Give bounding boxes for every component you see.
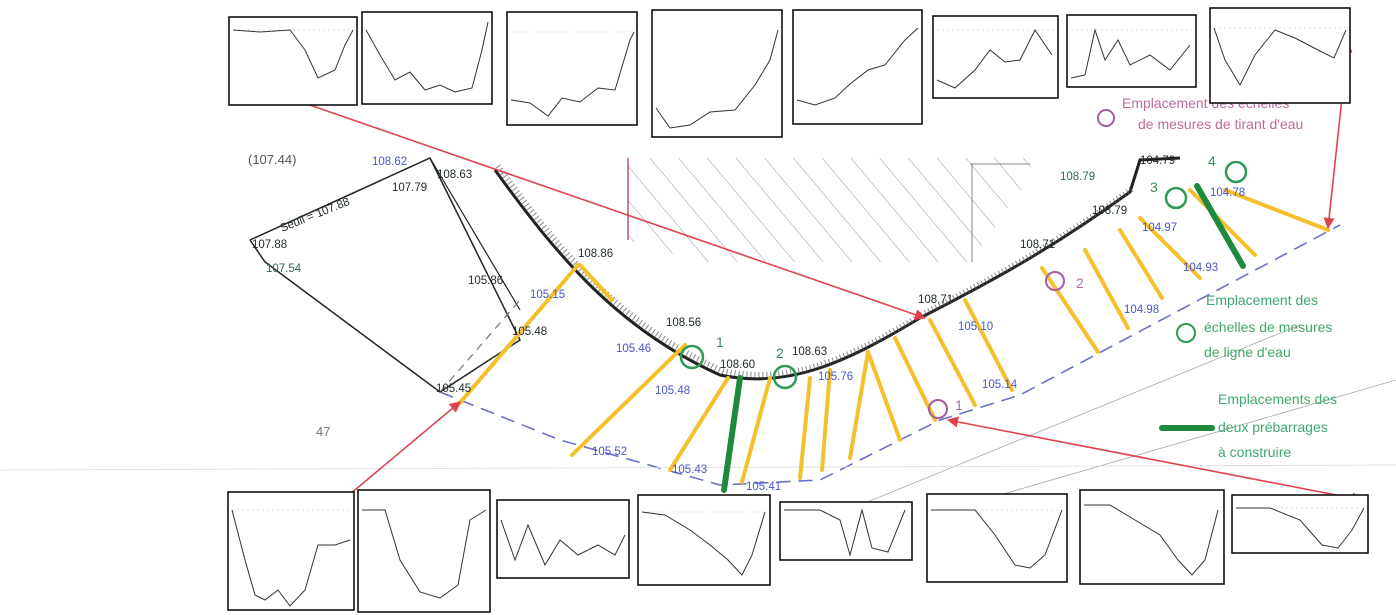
draught-number: 4 [1208,153,1216,169]
profile-thumbnail [1209,7,1351,104]
draught-number: 3 [1150,179,1158,195]
profile-thumbnail [651,9,783,138]
gauge-numbers: 1 2 1 2 3 4 [716,153,1216,413]
elevation-label: 108.63 [437,169,472,181]
elevation-label: 108.56 [666,317,701,329]
waterline-gauge-marker [1164,186,1188,210]
draught-gauge-marker [1045,271,1065,291]
elevation-label: 105.43 [672,464,707,476]
legend: Emplacement des échelles de mesures de t… [1097,95,1337,460]
elevation-label: 108.79 [1092,205,1127,217]
page-number: 47 [316,424,330,439]
draught-gauge-markers [928,271,1065,419]
profile-thumbnail [779,501,913,561]
elevation-label: 104.79 [1140,155,1175,167]
profile-thumbnails-top [228,7,1351,138]
prebarrages [721,183,1246,493]
elevation-label: 105.15 [530,289,565,301]
elevation-label: 107.54 [266,263,302,275]
elevation-label: 107.88 [252,239,287,251]
draught-gauge-marker [928,399,948,419]
profile-thumbnail [637,494,771,586]
profile-thumbnail [792,9,923,125]
top-left-fragment: (107.44) [248,152,296,167]
elevation-label: 108.86 [578,248,613,260]
profile-thumbnail [361,11,493,105]
waterline-gauge-markers [679,160,1248,390]
legend-waterline-text-3: de ligne d'eau [1204,344,1291,360]
elevation-label: 107.79 [392,182,427,194]
profile-thumbnail [506,11,638,126]
waterline-gauge-marker [1224,160,1248,184]
profile-thumbnails-bottom [227,489,1369,613]
profile-thumbnail [932,15,1059,99]
elevation-label: 104.93 [1183,262,1218,274]
legend-prebarrage-text-1: Emplacements des [1218,391,1337,407]
elevation-label: 108.71 [918,294,953,306]
profile-thumbnail [496,499,630,579]
profile-thumbnail [1079,489,1225,585]
elevation-label: 104.98 [1124,304,1159,316]
elevation-label: 105.10 [958,321,993,333]
elevation-label: 105.48 [512,326,547,338]
elevation-label: 108.63 [792,346,827,358]
waterline-gauge-marker [679,344,705,370]
profile-thumbnail [357,489,491,613]
profile-thumbnail [1066,14,1197,88]
elevation-label: 108.71 [1020,239,1055,251]
profile-thumbnail [1231,494,1369,554]
elevation-label: 105.14 [982,379,1018,391]
elevation-label: 105.45 [436,383,471,395]
profile-thumbnail [228,16,358,106]
legend-draught-text-2: de mesures de tirant d'eau [1138,116,1303,132]
legend-waterline-icon [1176,323,1196,343]
cross-sections [456,188,1330,484]
waterline-number: 1 [716,334,724,350]
waterline-number: 2 [776,345,784,361]
legend-prebarrage-text-2: deux prébarrages [1218,419,1328,435]
legend-waterline-text-2: échelles de mesures [1204,319,1332,335]
seuil-label: Seuil = 107.88 [279,196,352,235]
legend-prebarrage-text-3: à construire [1218,444,1291,460]
elevation-label: 105.48 [655,385,690,397]
draught-number: 1 [955,397,963,413]
legend-draught-icon [1097,109,1115,127]
elevation-label: 108.62 [372,156,407,168]
elevation-label: 108.79 [1060,171,1095,183]
hatched-area [627,158,1030,262]
elevation-label: 108.60 [720,359,755,371]
profile-thumbnail [227,491,355,611]
waterline-gauge-marker [772,364,798,390]
profile-thumbnail [926,493,1068,583]
elevation-label: 105.46 [616,343,651,355]
elevation-label: 105.52 [592,446,627,458]
draught-number: 2 [1076,275,1084,291]
elevation-label: 105.41 [746,481,781,493]
elevation-label: 104.78 [1210,187,1245,199]
elevation-label: 105.76 [818,371,853,383]
legend-waterline-text-1: Emplacement des [1206,292,1318,308]
elevation-labels: 108.62 107.79 108.63 107.88 107.54 105.86 108.… [252,155,1245,493]
elevation-label: 105.86 [468,275,503,287]
channel-edge [439,224,1341,486]
elevation-label: 104.97 [1142,222,1177,234]
